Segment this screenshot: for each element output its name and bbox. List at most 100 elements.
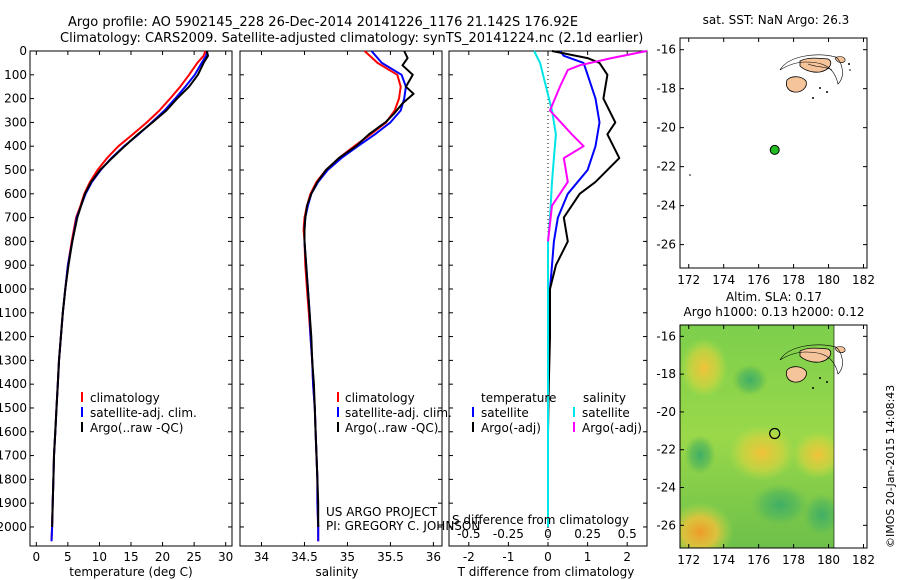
depth-tick-label: 0 [19, 44, 27, 58]
depth-tick-label: 100 [4, 68, 27, 82]
salinity-xlabel: salinity [315, 565, 358, 579]
x-tick-label: 5 [64, 550, 72, 564]
t-diff-xlabel: T difference from climatology [457, 565, 635, 579]
imos-watermark: ©IMOS 20-Jan-2015 14:08:43 [884, 385, 897, 548]
x-tick-label: 1 [584, 550, 592, 564]
s-tick-label: 0.5 [618, 527, 637, 541]
header-line-2: Climatology: CARS2009. Satellite-adjuste… [60, 31, 643, 46]
depth-tick-label: 1600 [0, 425, 27, 439]
depth-tick-label: 800 [4, 234, 27, 248]
lon-tick-label: 174 [712, 273, 735, 287]
depth-tick-label: 1100 [0, 306, 27, 320]
s-tick-label: 0.25 [574, 527, 601, 541]
depth-tick-label: 1400 [0, 377, 27, 391]
fiji-islands [689, 54, 851, 176]
lat-tick-label: -24 [656, 481, 676, 495]
lat-tick-label: -24 [656, 199, 676, 213]
depth-tick-label: 1200 [0, 330, 27, 344]
series-line [303, 50, 407, 542]
lon-tick-label: 176 [747, 273, 770, 287]
series-line [547, 50, 601, 527]
series-line [547, 50, 621, 527]
lon-tick-label: 182 [852, 273, 875, 287]
lon-tick-label: 172 [677, 553, 700, 567]
temp-legend-sat: satellite-adj. clim. [90, 406, 197, 420]
temperature-xlabel: temperature (deg C) [69, 565, 192, 579]
lat-tick-label: -18 [656, 367, 676, 381]
series-line [50, 50, 209, 542]
series-line [533, 50, 557, 527]
x-tick-label: 2 [623, 550, 631, 564]
x-tick-label: -1 [502, 550, 514, 564]
x-tick-label: 25 [186, 550, 201, 564]
argo-float-marker [769, 144, 780, 155]
temperature-panel: 0100200300400500600700800900100011001200… [0, 44, 233, 579]
depth-tick-label: 1300 [0, 353, 27, 367]
x-tick-label: 20 [155, 550, 170, 564]
series-line [51, 50, 209, 528]
difference-legend: temperature salinity satellite Argo(-adj… [472, 391, 642, 435]
lon-tick-label: 180 [817, 553, 840, 567]
depth-tick-label: 500 [4, 163, 27, 177]
s-diff-label: S difference from climatology [452, 513, 629, 527]
x-tick-label: 10 [92, 550, 107, 564]
x-tick-label: 30 [218, 550, 233, 564]
series-line [303, 50, 415, 527]
diff-legend-temp-argo: Argo(-adj) [481, 421, 541, 435]
depth-tick-label: 1000 [0, 282, 27, 296]
depth-tick-label: 600 [4, 187, 27, 201]
lon-tick-label: 178 [782, 553, 805, 567]
header-line-1: Argo profile: AO 5902145_228 26-Dec-2014… [68, 15, 578, 30]
sal-legend-clim: climatology [345, 391, 415, 405]
lat-tick-label: -16 [656, 329, 676, 343]
sal-legend-sat: satellite-adj. clim. [345, 406, 452, 420]
s-tick-label: 0 [544, 527, 552, 541]
temp-legend-clim: climatology [90, 391, 160, 405]
diff-legend-temp-title: temperature [481, 391, 556, 405]
series-line [50, 50, 207, 542]
lat-tick-label: -20 [656, 121, 676, 135]
lon-tick-label: 180 [817, 273, 840, 287]
lat-tick-label: -22 [656, 443, 676, 457]
depth-tick-label: 1800 [0, 472, 27, 486]
s-tick-label: -0.25 [493, 527, 524, 541]
depth-tick-label: 2000 [0, 520, 27, 534]
x-tick-label: 36 [426, 550, 441, 564]
x-tick-label: 15 [123, 550, 138, 564]
x-tick-label: 0 [32, 550, 40, 564]
depth-tick-label: 400 [4, 139, 27, 153]
depth-tick-label: 1900 [0, 496, 27, 510]
diff-legend-temp-sat: satellite [481, 406, 529, 420]
diff-legend-sal-sat: satellite [582, 406, 630, 420]
lon-tick-label: 176 [747, 553, 770, 567]
lat-tick-label: -18 [656, 82, 676, 96]
diff-legend-sal-title: salinity [583, 391, 626, 405]
depth-tick-label: 700 [4, 211, 27, 225]
temp-legend-argo: Argo(..raw -QC) [90, 421, 183, 435]
depth-tick-label: 900 [4, 258, 27, 272]
lon-tick-label: 174 [712, 553, 735, 567]
argo-float-marker-sla [769, 427, 781, 440]
sla-heatmap [680, 325, 834, 548]
lon-tick-label: 182 [852, 553, 875, 567]
depth-tick-label: 1500 [0, 401, 27, 415]
depth-tick-label: 200 [4, 92, 27, 106]
x-tick-label: 0 [544, 550, 552, 564]
temperature-legend: climatology satellite-adj. clim. Argo(..… [81, 391, 197, 435]
s-tick-label: -0.5 [457, 527, 480, 541]
x-tick-label: 35 [340, 550, 355, 564]
lat-tick-label: -26 [656, 238, 676, 252]
project-line-2: PI: GREGORY C. JOHNSON [326, 519, 480, 533]
x-tick-label: 34 [254, 550, 269, 564]
x-tick-label: -2 [463, 550, 475, 564]
salinity-panel: 34 34.5 35 35.5 36 salinity climatology sate… [239, 50, 480, 579]
lon-tick-label: 172 [677, 273, 700, 287]
difference-panel: -2 -1 0 1 2 -0.5 -0.25 0 0.25 0.5 S difference fr… [448, 50, 648, 579]
series-line [547, 50, 648, 242]
sla-map-title-1: Altim. SLA: 0.17 [726, 290, 822, 304]
sla-map-title-2: Argo h1000: 0.13 h2000: 0.12 [684, 305, 865, 319]
x-tick-label: 35.5 [377, 550, 404, 564]
diff-legend-sal-argo: Argo(-adj) [582, 421, 642, 435]
fiji-islands-sla [779, 344, 846, 389]
